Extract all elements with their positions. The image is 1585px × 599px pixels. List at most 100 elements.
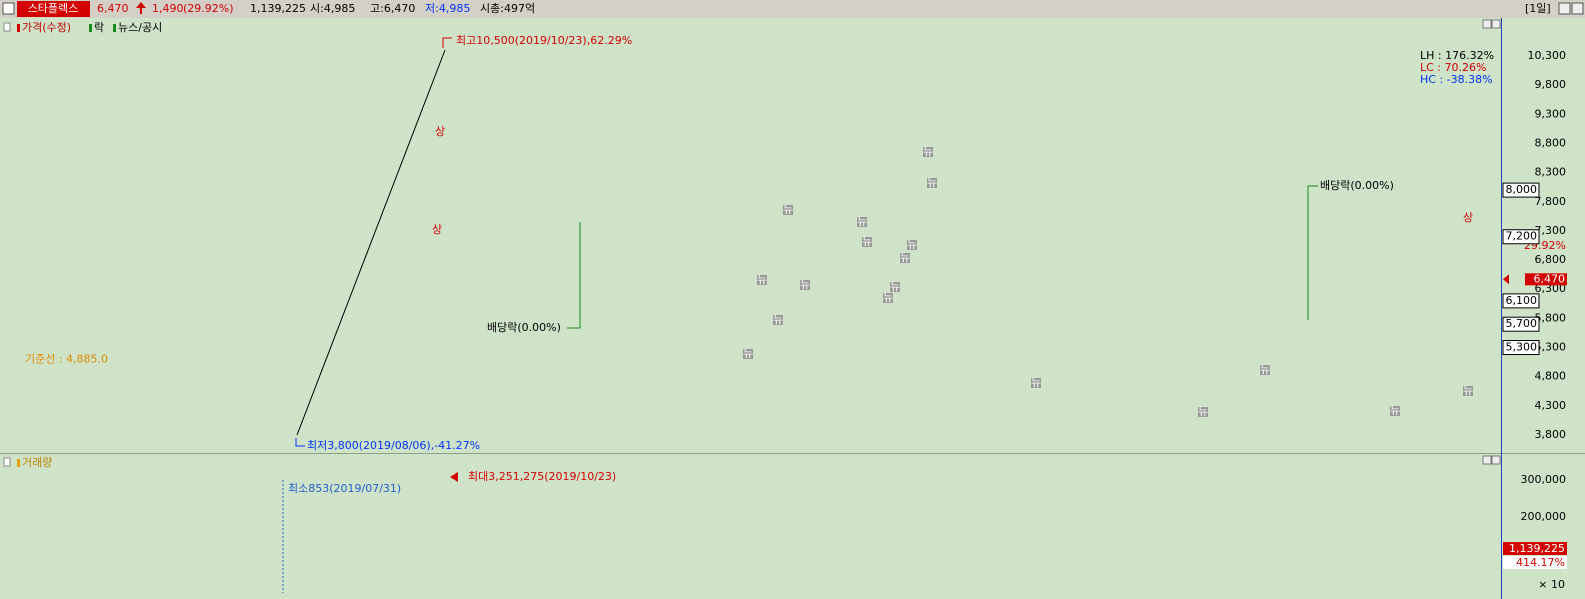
labels: 가격(수정) 락 뉴스/공시 거래량 최고10,500(2019/10/23),… (17, 21, 1567, 593)
y-tick-label: 9,300 (1535, 107, 1567, 120)
news-badge (927, 178, 937, 188)
legend-swatch (89, 24, 92, 32)
period[interactable]: [1일] (1525, 1, 1551, 15)
y-tick-label: 7,800 (1535, 195, 1567, 208)
news-badge (1260, 365, 1270, 375)
legend-entry[interactable]: 거래량 (22, 456, 52, 469)
news-badge (1390, 406, 1400, 416)
limit-up-marker: 상 (435, 125, 445, 138)
news-marker: 뉴 (1260, 363, 1270, 376)
limit-up-marker: 상 (432, 223, 442, 236)
high-pointer (442, 37, 452, 48)
news-badge (883, 293, 893, 303)
panel-icon (3, 22, 11, 32)
price: 6,470 (97, 2, 129, 15)
stat: LH : 176.32% (1420, 49, 1494, 62)
news-marker: 뉴 (1390, 404, 1400, 417)
change: 1,490 (152, 2, 184, 15)
min-annotation: 최소853(2019/07/31) (288, 482, 401, 495)
news-badge (923, 147, 933, 157)
news-badge (1198, 407, 1208, 417)
news-marker: 뉴 (800, 278, 810, 291)
y-tick-label: 200,000 (1521, 510, 1567, 523)
level-label: 5,700 (1506, 317, 1538, 330)
low: 저:4,985 (425, 2, 470, 15)
name-box[interactable] (17, 1, 90, 17)
legend-entry[interactable]: 락 (94, 21, 104, 34)
news-marker: 뉴 (757, 273, 767, 286)
news-marker: 뉴 (900, 251, 910, 264)
panel-button[interactable] (1482, 455, 1492, 465)
y-tick-label: 7,300 (1535, 224, 1567, 237)
dividend-annotation: 배당락(0.00%) (487, 321, 561, 334)
panel-button[interactable] (1491, 19, 1501, 29)
last-volume-change-box (1503, 556, 1567, 569)
news-badge (907, 240, 917, 250)
dividend-annotation: 배당락(0.00%) (1320, 179, 1394, 192)
level-label-box (1502, 316, 1540, 332)
last-volume-change: 414.17% (1516, 556, 1565, 569)
legend-swatch (113, 24, 116, 32)
volume-unit: × 10 (1538, 578, 1565, 591)
news-marker: 뉴 (857, 215, 867, 228)
last-volume: 1,139,225 (1509, 542, 1565, 555)
header-bar (0, 0, 1585, 18)
market-cap: 시총:497억 (480, 2, 535, 15)
legend-entry[interactable]: 가격(수정) (22, 21, 71, 34)
level-label: 8,000 (1506, 183, 1538, 196)
news-badge (783, 205, 793, 215)
y-tick-label: 300,000 (1521, 473, 1567, 486)
news-marker: 뉴 (923, 145, 933, 158)
last-price-pointer (1503, 274, 1509, 285)
volume-panel (0, 454, 1585, 599)
level-label-box (1502, 340, 1540, 356)
news-badge (757, 275, 767, 285)
last-volume-box (1503, 542, 1567, 555)
news-marker: 뉴 (883, 291, 893, 304)
legend-entry[interactable]: 뉴스/공시 (118, 21, 162, 34)
high: 고:6,470 (370, 2, 415, 15)
y-tick-label: 6,300 (1535, 282, 1567, 295)
y-tick-label: 5,300 (1535, 341, 1567, 354)
change-pct: (29.92%) (183, 2, 234, 15)
volume: 1,139,225 (250, 2, 306, 15)
y-tick-label: 10,300 (1528, 49, 1567, 62)
up-arrow (136, 2, 146, 14)
price-panel (0, 18, 1585, 453)
trend-line (296, 49, 446, 436)
level-label-box (1502, 182, 1540, 198)
news-badge (1463, 386, 1473, 396)
news-marker: 뉴 (773, 313, 783, 326)
max-annotation: 최대3,251,275(2019/10/23) (468, 470, 616, 483)
low-annotation: 최저3,800(2019/08/06),-41.27% (307, 439, 480, 452)
level-label-box (1502, 229, 1540, 245)
close-button[interactable] (1571, 2, 1584, 15)
stat: HC : -38.38% (1420, 73, 1493, 86)
stock-name: 스타플렉스 (28, 2, 79, 15)
panel-button[interactable] (1491, 455, 1501, 465)
news-badge (890, 282, 900, 292)
limit-up-marker: 상 (1463, 211, 1473, 224)
panel-button[interactable] (1482, 19, 1492, 29)
y-tick-label: 8,300 (1535, 166, 1567, 179)
legend-swatch (17, 24, 20, 32)
checkbox[interactable] (2, 2, 15, 15)
news-marker: 뉴 (927, 176, 937, 189)
low-pointer (295, 438, 305, 447)
news-marker: 뉴 (1463, 384, 1473, 397)
y-tick-label: 9,800 (1535, 78, 1567, 91)
news-marker: 뉴 (783, 203, 793, 216)
y-tick-label: 5,800 (1535, 311, 1567, 324)
level-label: 5,300 (1506, 341, 1538, 354)
panel-icon (3, 457, 11, 467)
dividend-pointer (1307, 185, 1318, 320)
news-marker: 뉴 (1031, 376, 1041, 389)
news-marker: 뉴 (743, 347, 753, 360)
dividend-pointer (567, 222, 581, 329)
base-line-label: 기준선 : 4,885.0 (25, 353, 108, 366)
minimize-button[interactable] (1558, 2, 1571, 15)
news-badge (857, 217, 867, 227)
news-marker: 뉴 (890, 280, 900, 293)
y-tick-label: 4,300 (1535, 399, 1567, 412)
y-tick-label: 6,800 (1535, 253, 1567, 266)
